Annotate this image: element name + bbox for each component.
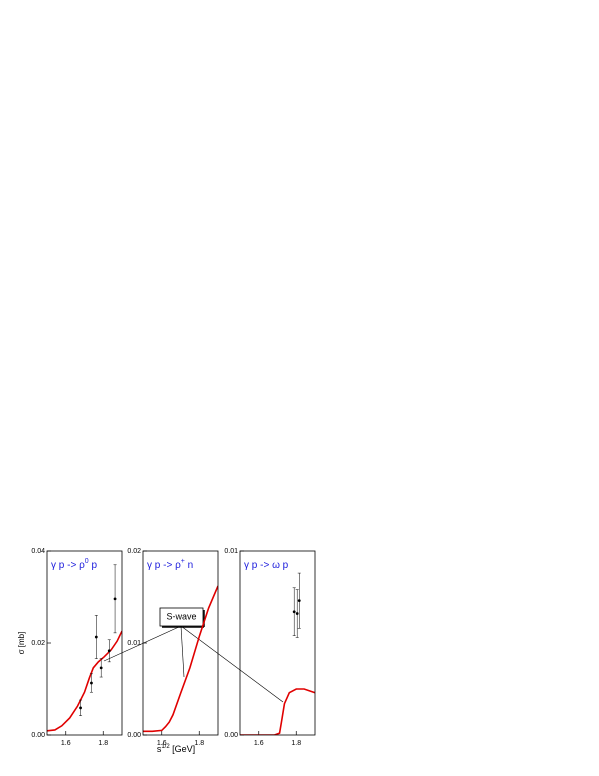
plot-frame [239, 550, 316, 736]
annotation: S-wave [166, 611, 196, 621]
data-point [79, 706, 82, 710]
y-axis-label: σ [mb] [17, 632, 26, 655]
y-tick-label: 0.00 [127, 732, 141, 739]
panel-title: γ p -> ρ+ n [147, 558, 193, 571]
curve [240, 688, 315, 735]
data-point [90, 681, 93, 685]
y-tick-label: 0.00 [224, 732, 238, 739]
data-point [113, 597, 117, 601]
data-point [99, 666, 103, 670]
title-part: p [89, 560, 98, 571]
annotation-line [180, 625, 284, 703]
y-tick-label: 0.02 [127, 548, 141, 555]
annotation-box [159, 607, 204, 627]
panel-title: γ p -> ω p [244, 560, 289, 571]
x-tick-label: 1.8 [98, 740, 108, 747]
title-part: γ p -> ω p [244, 560, 289, 571]
title-part: n [185, 560, 193, 571]
curve [143, 585, 218, 733]
x-tick-label: 1.6 [254, 740, 264, 747]
x-label-unit: [GeV] [170, 744, 196, 754]
data-point [94, 635, 98, 639]
data-point [295, 612, 299, 615]
y-tick-label: 0.04 [31, 548, 45, 555]
title-part: 0 [85, 558, 89, 565]
panel-title: γ p -> ρ0 p [51, 558, 97, 571]
y-tick-label: 0.01 [224, 548, 238, 555]
data-point [297, 599, 301, 603]
data-point [107, 649, 111, 653]
x-tick-label: 1.6 [157, 740, 167, 747]
title-part: + [181, 558, 185, 565]
plot-frame [142, 550, 219, 736]
plot-frame [46, 550, 123, 736]
annotation-line [103, 625, 182, 662]
title-part: γ p -> ρ [147, 560, 181, 571]
title-part: γ p -> ρ [51, 560, 85, 571]
curve [47, 630, 122, 732]
x-tick-label: 1.6 [61, 740, 71, 747]
annotation-line [180, 625, 185, 678]
x-tick-label: 1.8 [194, 740, 204, 747]
y-tick-label: 0.02 [31, 640, 45, 647]
x-label-sup: 1/2 [161, 744, 170, 750]
y-tick-label: 0.00 [31, 732, 45, 739]
x-label-base: s [157, 744, 162, 754]
x-axis-label: s1/2 [GeV] [157, 744, 195, 755]
data-point [292, 610, 296, 614]
x-tick-label: 1.8 [291, 740, 301, 747]
y-tick-label: 0.01 [127, 640, 141, 647]
